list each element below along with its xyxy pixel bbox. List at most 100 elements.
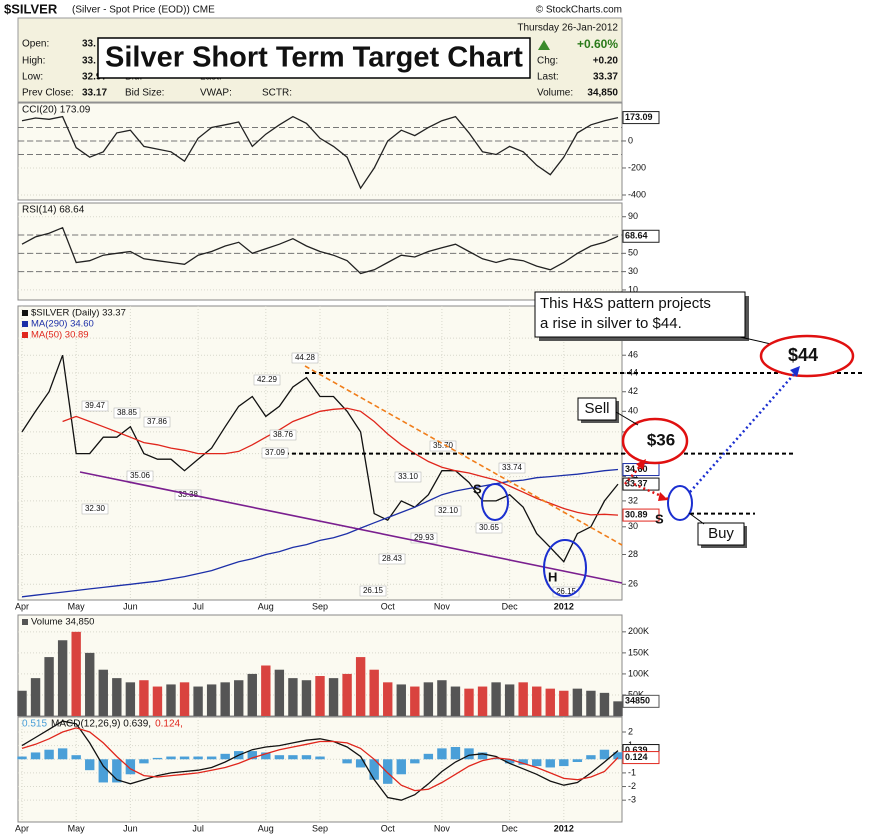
price-note: 38.76 [273,430,294,439]
bar [410,686,420,716]
y-tick-label: 42 [628,386,638,396]
y-tick-label: 100K [628,668,649,678]
target-label: $44 [788,345,818,365]
resistance-trendline [304,365,623,546]
x-tick-label: Jun [123,823,138,833]
value-tag-label: 30.89 [625,509,648,519]
x-tick-label: Sep [312,601,328,611]
bar [545,688,555,716]
x-tick-label: Jul [192,601,204,611]
field-value: 34,850 [587,88,618,99]
price-note-box [81,400,109,412]
x-tick-label: Dec [502,823,519,833]
bar [85,652,95,716]
x-tick-label: Oct [381,601,396,611]
price-note-box [126,470,154,482]
headline: Silver Short Term Target Chart [105,42,523,74]
series-line [62,407,619,516]
x-tick-label: May [68,823,86,833]
bar [71,631,81,716]
y-tick-label: 2 [628,726,633,736]
y-tick-label: 150K [628,647,649,657]
price-note-box [261,447,289,459]
bar [247,751,257,760]
price-note: 37.09 [265,448,286,457]
value-tag [622,229,660,243]
bar [586,755,596,760]
bar [112,678,122,716]
x-tick-label: Jul [192,823,204,833]
bar [44,657,54,716]
bar [599,692,610,716]
shoulder-label: S [655,511,664,526]
legend-label: MA(290) 34.60 [31,319,94,330]
head-circle [543,539,587,597]
bar [328,678,339,716]
field-label: SCTR: [262,88,292,99]
bar [220,753,230,760]
value-tag-label: 173.09 [625,112,653,122]
bar [342,759,352,764]
price-note: 35.06 [130,471,151,480]
bar [30,678,41,716]
bar [261,752,271,760]
y-tick-label: 200K [628,626,649,636]
price-note-box [291,352,319,364]
x-tick-label: Nov [434,601,451,611]
field-value: +0.20 [593,56,619,67]
y-tick-label: 44 [628,367,638,377]
y-tick-label: 50 [628,248,638,258]
symbol: $SILVER [4,1,58,16]
x-tick-label: Jun [123,601,138,611]
bar [166,756,176,760]
bar [193,686,203,716]
bar [301,755,312,760]
buy-box [697,522,745,546]
price-note-box [253,374,281,386]
bar [491,682,501,716]
price-note-box [174,489,202,501]
bar [71,755,81,760]
price-note-box [475,522,503,534]
field-label: Last: [537,72,559,83]
legend-label: MACD(12,26,9) 0.639, [51,719,151,730]
bar [423,753,434,760]
bar [247,673,257,716]
field-label: Prev Close: [22,88,74,99]
field-label: Open: [22,39,49,50]
y-tick-label: 40 [628,406,638,416]
y-tick-label: 46 [628,350,638,360]
arrow-head [636,459,646,470]
bar [112,759,122,783]
y-tick-label: -1 [628,767,636,777]
bar [477,686,488,716]
change-pct: +0.60% [577,37,618,51]
copyright: © StockCharts.com [536,5,622,16]
bar [355,657,366,716]
bar [572,688,583,716]
price-note-box [143,416,171,428]
bar [491,757,501,760]
field-value: 33.17 [82,88,107,99]
field-label: Bid Size: [125,88,164,99]
value-tag-label: 0.124 [625,752,648,762]
bar [437,680,447,716]
sell-pointer [615,411,639,426]
bar [98,669,108,716]
bar [518,682,528,716]
price-note: 29.93 [414,533,435,542]
bar [450,686,461,716]
headline-box [97,37,531,79]
price-note: 32.30 [85,504,106,513]
field-label: Volume: [537,88,573,99]
support-trendline [79,471,623,584]
x-tick-label: Aug [258,601,274,611]
callout-text: This H&S pattern projects [540,295,711,312]
bar [396,759,406,775]
value-tag [622,694,660,708]
bar [166,684,176,716]
y-tick-label: 0 [628,135,633,145]
field-value: 33. [82,39,96,50]
x-tick-label: Oct [381,823,396,833]
